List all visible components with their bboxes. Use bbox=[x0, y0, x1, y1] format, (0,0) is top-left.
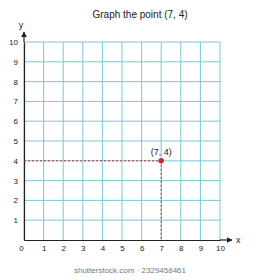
tick-label: 4 bbox=[101, 244, 106, 253]
axis-arrow bbox=[23, 32, 24, 42]
grid-line bbox=[24, 160, 220, 161]
title: Graph the point (7, 4) bbox=[92, 9, 187, 20]
tick: 6 bbox=[14, 117, 24, 126]
tick-label: 5 bbox=[120, 244, 125, 253]
grid-line bbox=[24, 101, 220, 102]
tick: 2 bbox=[14, 196, 24, 205]
grid-line bbox=[24, 180, 220, 181]
tick: 3 bbox=[14, 177, 24, 186]
grid bbox=[24, 42, 220, 240]
tick: 2 bbox=[61, 240, 66, 253]
tick-label: 5 bbox=[14, 137, 19, 146]
tick-label: 2 bbox=[61, 244, 66, 253]
grid-line bbox=[24, 200, 220, 201]
tick: 9 bbox=[14, 58, 24, 67]
tick: 9 bbox=[199, 240, 204, 253]
chart: Graph the point (7, 4) 0 1 2 3 4 5 6 7 8 9 10 1 2 3 4 5 6… bbox=[0, 0, 260, 280]
grid-line bbox=[24, 81, 220, 82]
tick: 7 bbox=[159, 240, 164, 253]
tick-label: 6 bbox=[14, 117, 19, 126]
tick-label: 9 bbox=[14, 58, 19, 67]
axis-line bbox=[24, 43, 25, 241]
tick: 1 bbox=[14, 216, 24, 225]
grid-line bbox=[24, 61, 220, 62]
plot-area bbox=[24, 158, 164, 240]
tick-label: 8 bbox=[179, 244, 184, 253]
tick-label: 10 bbox=[216, 244, 225, 253]
grid-line bbox=[24, 220, 220, 221]
tick-label: 9 bbox=[199, 244, 204, 253]
tick: 7 bbox=[14, 97, 24, 106]
y-axis-title: y bbox=[19, 20, 24, 30]
tick: 10 bbox=[9, 38, 24, 47]
tick: 1 bbox=[42, 240, 47, 253]
tick: 5 bbox=[120, 240, 125, 253]
grid-line bbox=[24, 42, 25, 240]
grid-line bbox=[24, 42, 220, 43]
tick: 8 bbox=[179, 240, 184, 253]
tick-label: 6 bbox=[140, 244, 145, 253]
x-axis: 0 1 2 3 4 5 6 7 8 9 10 bbox=[19, 240, 225, 253]
tick: 4 bbox=[101, 240, 106, 253]
tick-label: 10 bbox=[9, 38, 18, 47]
tick-label: 4 bbox=[14, 157, 19, 166]
tick: 3 bbox=[81, 240, 86, 253]
x-axis-title: x bbox=[236, 235, 241, 245]
tick: 4 bbox=[14, 157, 24, 166]
tick: 10 bbox=[216, 240, 225, 253]
guide-line bbox=[161, 161, 162, 240]
tick: 8 bbox=[14, 78, 24, 87]
point bbox=[158, 158, 164, 164]
tick-label: 8 bbox=[14, 78, 19, 87]
axis-line bbox=[25, 240, 221, 241]
tick-label: 7 bbox=[14, 97, 19, 106]
y-axis: 1 2 3 4 5 6 7 8 9 10 bbox=[9, 38, 24, 240]
tick: 6 bbox=[140, 240, 145, 253]
tick-label: 3 bbox=[14, 177, 19, 186]
tick-label: 7 bbox=[159, 244, 164, 253]
grid-line bbox=[24, 141, 220, 142]
axis-arrow bbox=[220, 239, 232, 240]
grid-line bbox=[24, 121, 220, 122]
tick: 5 bbox=[14, 137, 24, 146]
tick-label: 1 bbox=[42, 244, 47, 253]
footer: shutterstock.com · 2329458461 bbox=[74, 266, 187, 275]
data-label: (7, 4) bbox=[151, 147, 172, 157]
tick-label: 2 bbox=[14, 196, 19, 205]
tick-label: 0 bbox=[19, 244, 24, 253]
tick-label: 3 bbox=[81, 244, 86, 253]
tick-label: 1 bbox=[14, 216, 19, 225]
guide-line bbox=[24, 160, 161, 161]
tick: 0 bbox=[19, 240, 24, 253]
